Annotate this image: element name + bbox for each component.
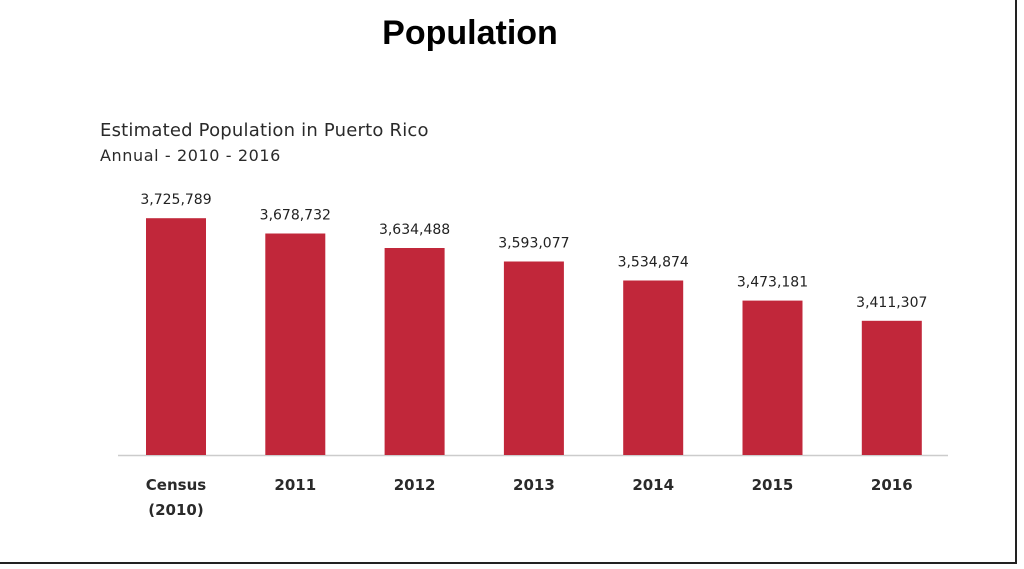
x-tick-label-0-1: (2010)	[148, 501, 203, 519]
x-tick-label-5: 2015	[752, 476, 794, 494]
x-tick-label-3: 2013	[513, 476, 555, 494]
bar-5	[742, 300, 803, 455]
x-tick-label-0-0: Census	[146, 476, 206, 494]
bar-1	[265, 233, 326, 455]
x-tick-label-1: 2011	[274, 476, 316, 494]
x-tick-label-6: 2016	[871, 476, 913, 494]
page-title: Population	[382, 14, 558, 52]
bar-value-label-3: 3,593,077	[498, 236, 569, 252]
bar-6	[861, 320, 922, 455]
bar-0	[146, 218, 206, 455]
bar-value-label-6: 3,411,307	[856, 295, 927, 311]
bar-value-label-4: 3,534,874	[618, 255, 689, 271]
x-tick-label-4: 2014	[632, 476, 674, 494]
chart-title: Estimated Population in Puerto Rico	[100, 120, 429, 141]
bar-value-label-1: 3,678,732	[260, 208, 331, 224]
bar-4	[623, 280, 684, 455]
x-tick-label-2: 2012	[394, 476, 436, 494]
bar-value-label-5: 3,473,181	[737, 275, 808, 291]
bar-3	[503, 261, 564, 455]
bar-value-label-2: 3,634,488	[379, 222, 450, 238]
bar-value-label-0: 3,725,789	[140, 192, 211, 208]
chart-subtitle: Annual - 2010 - 2016	[100, 146, 281, 165]
bar-2	[384, 248, 445, 455]
